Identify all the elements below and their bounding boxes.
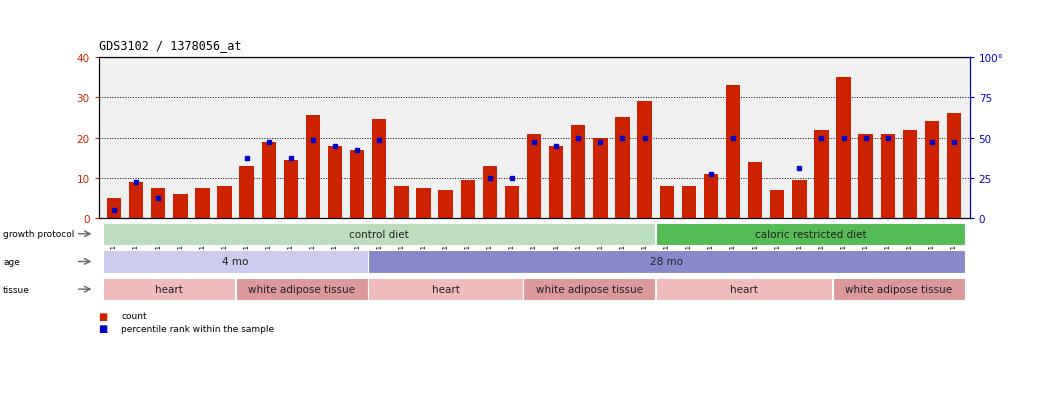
Text: growth protocol: growth protocol	[3, 230, 75, 239]
Text: white adipose tissue: white adipose tissue	[845, 285, 952, 294]
Bar	[527, 134, 541, 218]
Bar	[770, 190, 784, 218]
Bar	[439, 190, 453, 218]
Bar	[368, 251, 965, 273]
Bar	[394, 186, 409, 218]
Bar	[460, 180, 475, 218]
Text: 28 mo: 28 mo	[650, 257, 683, 267]
Bar	[681, 186, 696, 218]
Bar	[615, 118, 629, 218]
Bar	[103, 223, 655, 245]
Text: white adipose tissue: white adipose tissue	[536, 285, 643, 294]
Bar	[218, 186, 231, 218]
Bar	[235, 278, 368, 301]
Bar	[151, 188, 165, 218]
Bar	[482, 166, 497, 218]
Text: heart: heart	[156, 285, 184, 294]
Bar	[173, 195, 188, 218]
Bar	[195, 188, 209, 218]
Text: count: count	[121, 311, 147, 320]
Text: percentile rank within the sample: percentile rank within the sample	[121, 324, 275, 333]
Bar	[638, 102, 652, 218]
Text: ■: ■	[99, 311, 108, 321]
Text: heart: heart	[730, 285, 758, 294]
Bar	[726, 86, 740, 218]
Bar	[306, 116, 320, 218]
Bar	[593, 138, 608, 218]
Bar	[372, 120, 387, 218]
Bar	[284, 160, 298, 218]
Bar	[748, 162, 762, 218]
Bar	[240, 166, 254, 218]
Bar	[880, 134, 895, 218]
Bar	[107, 199, 121, 218]
Bar	[351, 150, 364, 218]
Bar	[903, 130, 917, 218]
Bar	[505, 186, 520, 218]
Text: 4 mo: 4 mo	[222, 257, 249, 267]
Bar	[368, 278, 523, 301]
Bar	[571, 126, 586, 218]
Bar	[416, 188, 430, 218]
Bar	[129, 183, 143, 218]
Bar	[859, 134, 873, 218]
Text: tissue: tissue	[3, 285, 30, 294]
Bar	[655, 223, 965, 245]
Text: white adipose tissue: white adipose tissue	[248, 285, 356, 294]
Text: GDS3102 / 1378056_at: GDS3102 / 1378056_at	[99, 39, 241, 52]
Bar	[792, 180, 807, 218]
Bar	[261, 142, 276, 218]
Bar	[655, 278, 833, 301]
Text: age: age	[3, 257, 20, 266]
Bar	[549, 146, 563, 218]
Bar	[103, 251, 368, 273]
Bar	[328, 146, 342, 218]
Text: ■: ■	[99, 323, 108, 333]
Bar	[704, 174, 718, 218]
Bar	[833, 278, 965, 301]
Text: heart: heart	[431, 285, 459, 294]
Text: control diet: control diet	[349, 229, 410, 239]
Bar	[925, 122, 940, 218]
Bar	[660, 186, 674, 218]
Bar	[814, 130, 829, 218]
Bar	[523, 278, 655, 301]
Bar	[103, 278, 235, 301]
Bar	[837, 78, 850, 218]
Text: caloric restricted diet: caloric restricted diet	[755, 229, 866, 239]
Bar	[947, 114, 961, 218]
